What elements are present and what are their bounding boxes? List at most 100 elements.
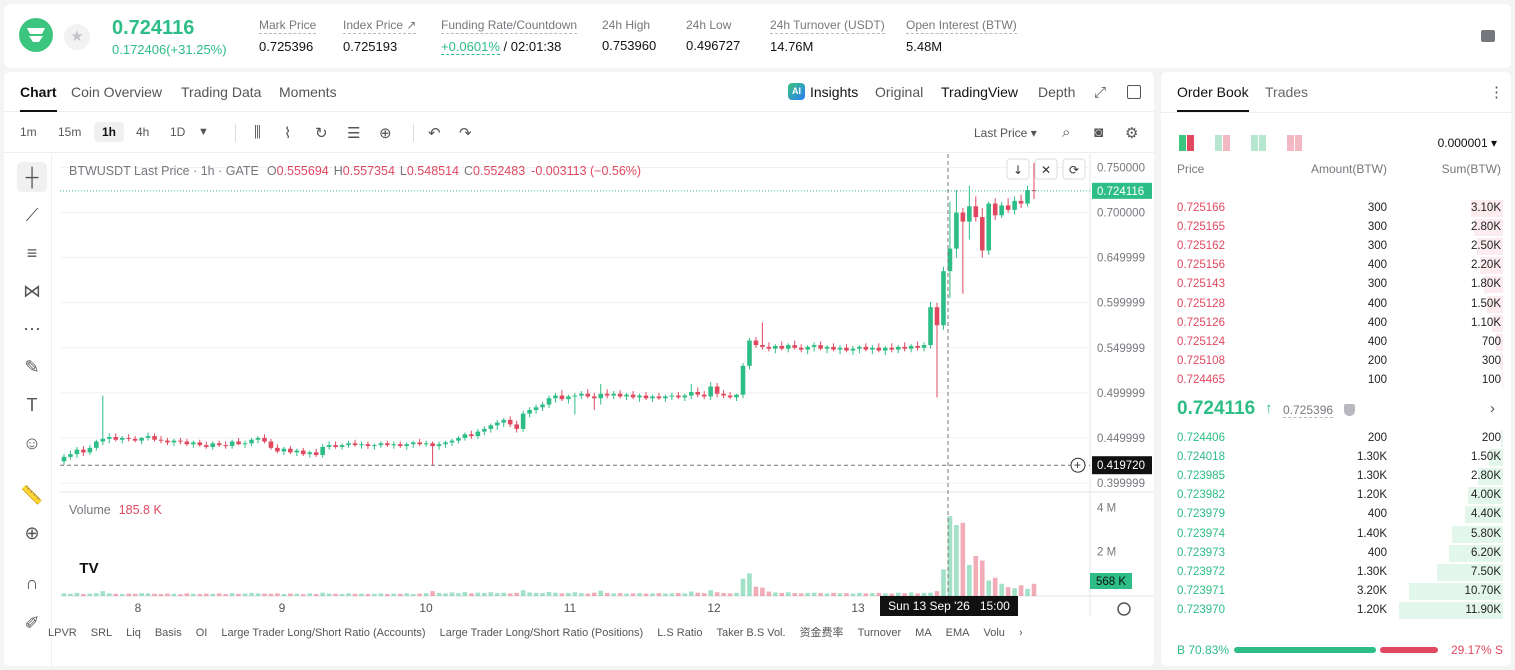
book-icon[interactable] (1481, 30, 1495, 42)
reset-view-icon[interactable] (1117, 602, 1131, 616)
bid-row[interactable]: 0.723972 1.30K 7.50K (1161, 563, 1511, 582)
more-menu-icon[interactable]: ⋮ (1489, 84, 1504, 101)
pattern-icon[interactable]: ⋈ (23, 281, 41, 301)
bid-row[interactable]: 0.723974 1.40K 5.80K (1161, 525, 1511, 544)
view-both-icon[interactable] (1179, 135, 1195, 151)
ask-row[interactable]: 0.725128 400 1.50K (1161, 295, 1511, 314)
view-sells-icon[interactable] (1287, 135, 1303, 151)
arrow-down-icon[interactable]: ↓ (1013, 163, 1023, 177)
funding-rate-value[interactable]: +0.0601% (441, 39, 500, 55)
interval-1h[interactable]: 1h (94, 122, 125, 142)
trend-line-icon[interactable]: ⟋ (25, 205, 39, 225)
bid-row[interactable]: 0.723985 1.30K 2.80K (1161, 467, 1511, 486)
ask-row[interactable]: 0.725166 300 3.10K (1161, 199, 1511, 218)
indicator-item[interactable]: L.S Ratio (657, 627, 703, 639)
search-icon[interactable]: ⌕ (1062, 124, 1071, 141)
window-icon[interactable] (1127, 85, 1141, 99)
redo-icon[interactable]: ↷ (459, 125, 472, 142)
tab-original[interactable]: Original (875, 84, 924, 100)
view-bids-icon[interactable] (1251, 135, 1267, 151)
price-chart[interactable]: 0.750000 0.700000 0.649999 0.599999 0.549999… (4, 72, 1154, 666)
tab-tradingview[interactable]: TradingView (941, 84, 1019, 100)
view-asks-icon[interactable] (1215, 135, 1231, 151)
arrow-down-icon-frame[interactable] (1006, 158, 1030, 180)
templates-icon[interactable]: ☰ (347, 125, 361, 142)
brush-icon[interactable]: ✎ (24, 357, 40, 377)
tab-moments[interactable]: Moments (279, 84, 337, 100)
refresh-icon-frame[interactable] (1062, 158, 1086, 180)
ruler-icon[interactable]: 📏 (20, 485, 44, 505)
settings-gear-icon[interactable]: ⚙ (1125, 125, 1139, 142)
collapse-icon[interactable]: ✕ (1041, 163, 1051, 177)
tab-trading-data[interactable]: Trading Data (181, 84, 262, 100)
indicator-item[interactable]: Large Trader Long/Short Ratio (Positions… (439, 627, 644, 639)
fib-icon[interactable]: ⋯ (23, 319, 41, 339)
indicator-item[interactable]: LPVR (48, 627, 77, 639)
interval-1m[interactable]: 1m (20, 125, 37, 139)
undo-icon[interactable]: ↶ (428, 125, 441, 142)
indicator-item[interactable]: OI (195, 627, 208, 639)
ask-row[interactable]: 0.725156 400 2.20K (1161, 256, 1511, 275)
indicator-item[interactable]: MA (915, 627, 932, 639)
indicator-item[interactable]: Liq (126, 627, 141, 639)
candle-type-icon[interactable]: ⫼ (254, 124, 261, 141)
crosshair-icon[interactable]: ┼ (17, 162, 47, 192)
tab-chart[interactable]: Chart (20, 84, 57, 112)
bid-row[interactable]: 0.724018 1.30K 1.50K (1161, 448, 1511, 467)
price-type-select[interactable]: Last Price ▾ (974, 126, 1037, 140)
tab-depth[interactable]: Depth (1038, 84, 1076, 100)
bid-row[interactable]: 0.723970 1.20K 11.90K (1161, 601, 1511, 620)
ask-row[interactable]: 0.725108 200 300 (1161, 352, 1511, 371)
indicator-item[interactable]: Large Trader Long/Short Ratio (Accounts) (221, 627, 426, 639)
replay-icon[interactable]: ↻ (315, 125, 328, 142)
add-indicator-icon[interactable]: ⊕ (379, 125, 392, 142)
favorite-star-icon[interactable]: ★ (64, 24, 90, 50)
ask-row[interactable]: 0.724465 100 100 (1161, 371, 1511, 390)
emoji-icon[interactable]: ☺ (22, 433, 42, 453)
ask-row[interactable]: 0.725143 300 1.80K (1161, 275, 1511, 294)
interval-1d[interactable]: 1D (170, 125, 186, 139)
indicator-item[interactable]: SRL (90, 627, 113, 639)
tab-coin-overview[interactable]: Coin Overview (71, 84, 163, 100)
bid-row[interactable]: 0.723971 3.20K 10.70K (1161, 582, 1511, 601)
tab-trades[interactable]: Trades (1265, 84, 1309, 100)
interval-15m[interactable]: 15m (58, 125, 82, 139)
expand-icon[interactable]: ⤢ (1094, 84, 1107, 101)
tab-insights[interactable]: Insights (810, 84, 859, 100)
interval-4h[interactable]: 4h (136, 125, 150, 139)
indicator-item[interactable]: Taker B.S Vol. (716, 627, 786, 639)
bid-row[interactable]: 0.723982 1.20K 4.00K (1161, 486, 1511, 505)
ask-row[interactable]: 0.725126 400 1.10K (1161, 314, 1511, 333)
precision-select[interactable]: 0.000001 ▾ (1437, 136, 1497, 150)
crosshair-add-icon[interactable] (1070, 457, 1086, 473)
stat-label[interactable]: Index Price ↗ (343, 18, 417, 34)
ask-row[interactable]: 0.725124 400 700 (1161, 333, 1511, 352)
candle-body (973, 206, 979, 218)
bid-row[interactable]: 0.724406 200 200 (1161, 429, 1511, 448)
stat-index-price[interactable]: Index Price ↗ 0.725193 (343, 18, 417, 54)
chevron-right-icon[interactable]: › (1490, 400, 1495, 417)
ask-row[interactable]: 0.725162 300 2.50K (1161, 237, 1511, 256)
horizontal-lines-icon[interactable]: ≡ (26, 243, 38, 263)
bid-price: 0.723982 (1177, 489, 1225, 502)
zoom-in-icon[interactable]: ⊕ (24, 523, 40, 543)
indicator-item[interactable]: Volu (983, 627, 1005, 639)
indicator-item[interactable]: EMA (945, 627, 970, 639)
pencil-lock-icon[interactable]: ✐ (24, 613, 40, 633)
bid-row[interactable]: 0.723979 400 4.40K (1161, 505, 1511, 524)
indicators-icon[interactable]: ⌇ (284, 125, 292, 142)
magnet-icon[interactable]: ∩ (25, 573, 39, 593)
text-tool-icon[interactable]: T (26, 395, 38, 415)
bid-row[interactable]: 0.723973 400 6.20K (1161, 544, 1511, 563)
refresh-icon[interactable]: ⟳ (1069, 163, 1079, 177)
indicator-item[interactable]: Basis (154, 627, 182, 639)
indicator-item[interactable]: 资金费率 (799, 627, 844, 639)
camera-icon[interactable]: ◙ (1094, 124, 1104, 141)
interval-dropdown-icon[interactable]: ▼ (198, 126, 209, 138)
indicator-item[interactable]: Turnover (857, 627, 902, 639)
tab-order-book[interactable]: Order Book (1177, 84, 1249, 112)
volume-bar (514, 592, 519, 596)
ask-row[interactable]: 0.725165 300 2.80K (1161, 218, 1511, 237)
chevron-right-icon[interactable]: › (1018, 627, 1023, 639)
collapse-icon-frame[interactable] (1034, 158, 1058, 180)
